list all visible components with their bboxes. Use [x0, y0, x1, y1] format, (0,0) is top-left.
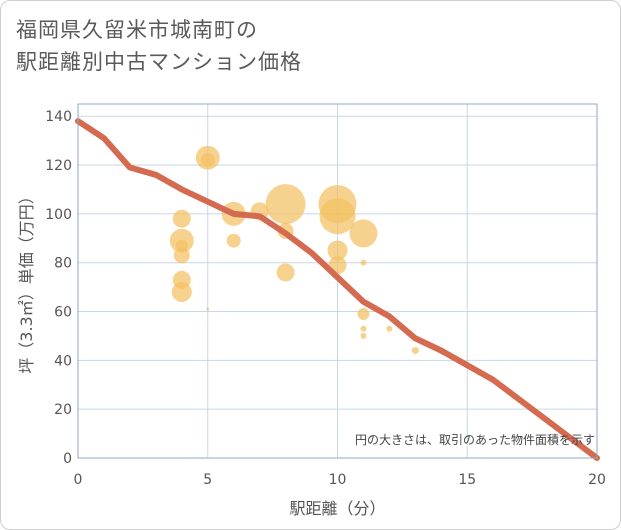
y-tick-label: 140	[45, 109, 72, 125]
x-tick-label: 0	[74, 472, 83, 488]
bubble-point	[386, 325, 393, 332]
bubble-point	[226, 233, 241, 248]
size-annotation: 円の大きさは、取引のあった物件面積を示す	[355, 432, 595, 447]
bubble-point	[200, 153, 215, 168]
x-tick-label: 5	[203, 472, 212, 488]
bubble-point	[349, 219, 378, 248]
x-axis-label: 駅距離（分）	[289, 499, 385, 518]
bubble-layer	[169, 145, 419, 355]
x-tick-label: 10	[329, 472, 347, 488]
bubble-point	[360, 325, 367, 332]
x-tick-label: 20	[588, 472, 606, 488]
y-tick-label: 0	[63, 451, 72, 467]
bubble-point	[411, 347, 419, 355]
y-tick-label: 80	[54, 256, 72, 272]
bubble-point	[327, 240, 348, 261]
trend-line	[75, 118, 600, 461]
title-line-2: 駅距離別中古マンション価格	[16, 50, 302, 74]
title-line-1: 福岡県久留米市城南町の	[16, 18, 258, 42]
bubble-point	[171, 281, 192, 302]
y-tick-label: 120	[45, 158, 72, 174]
bubble-point	[173, 247, 190, 264]
bubble-point	[319, 198, 356, 235]
bubble-point	[276, 263, 295, 282]
y-tick-label: 60	[54, 305, 72, 321]
y-tick-label: 100	[45, 207, 72, 223]
chart-title: 福岡県久留米市城南町の 駅距離別中古マンション価格	[16, 14, 302, 78]
bubble-point	[206, 307, 210, 311]
bubble-point	[172, 209, 191, 228]
x-tick-label: 15	[458, 472, 476, 488]
bubble-point	[360, 332, 367, 339]
bubble-point	[357, 307, 370, 320]
plot-border	[77, 103, 598, 459]
x-tick-labels: 0 5 10 15 20	[74, 472, 606, 488]
y-axis-label: 坪（3.3㎡）単価（万円）	[17, 188, 36, 373]
y-tick-label: 40	[54, 353, 72, 369]
y-tick-label: 20	[54, 402, 72, 418]
y-tick-labels: 0 20 40 60 80 100 120 140	[45, 109, 72, 467]
bubble-point	[360, 259, 367, 266]
bubble-point	[265, 184, 306, 225]
